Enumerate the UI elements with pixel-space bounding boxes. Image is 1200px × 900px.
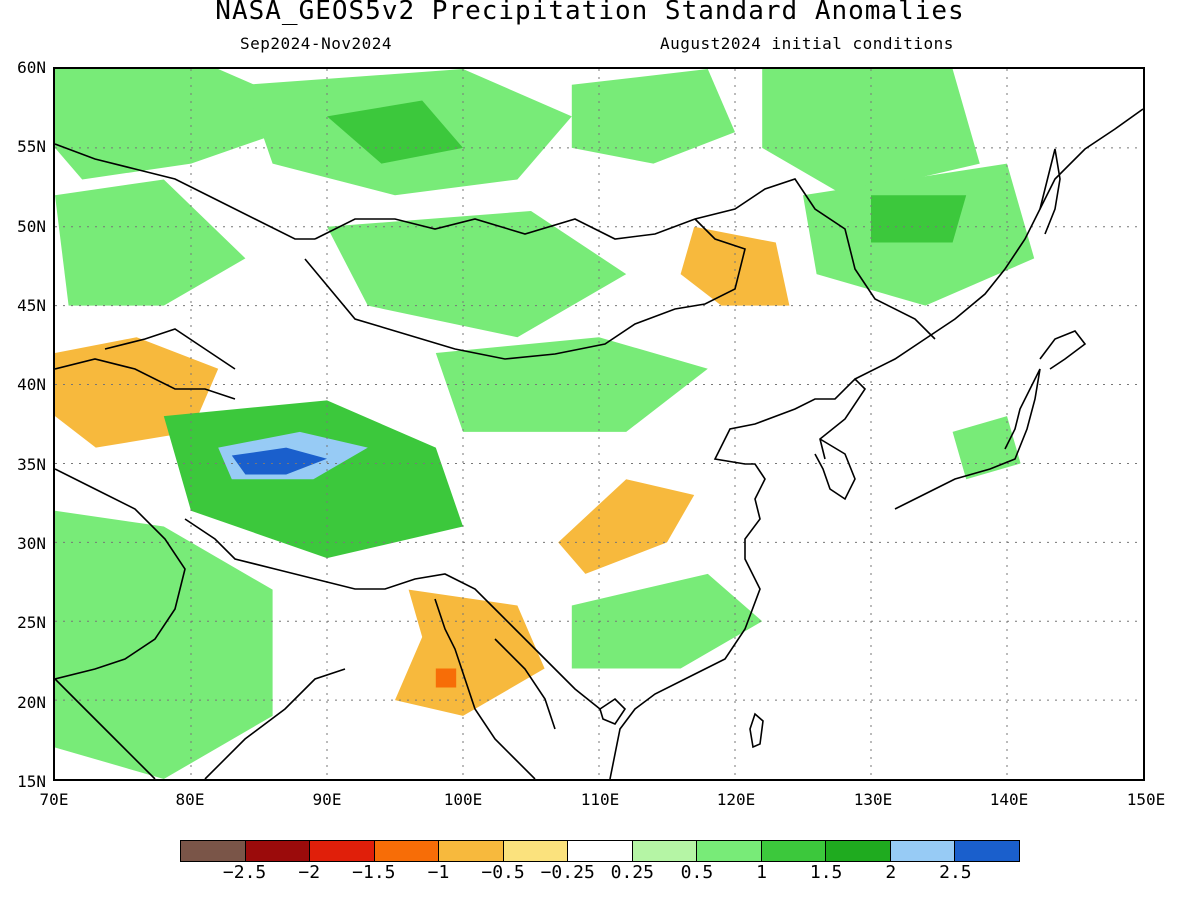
anomaly-region-tibet-wet <box>163 400 464 559</box>
lat-label-50n: 50N <box>17 217 46 236</box>
colorbar-swatch <box>374 841 440 861</box>
colorbar-swatch <box>826 841 891 861</box>
anomaly-region-south-china-wet <box>571 573 763 669</box>
lon-label-90e: 90E <box>312 790 342 809</box>
anomaly-region-yangtze-dry <box>558 479 695 574</box>
russia-pacific-coastline <box>854 108 1143 380</box>
initial-conditions: August2024 initial conditions <box>660 34 954 53</box>
anomaly-region-yakutia-wet <box>762 69 980 196</box>
graticule <box>55 69 1143 779</box>
colorbar-swatch <box>503 841 569 861</box>
colorbar-label: 0.5 <box>680 862 714 883</box>
lat-label-55n: 55N <box>17 137 46 156</box>
colorbar-label: 2 <box>885 862 897 883</box>
colorbar-label: 1.5 <box>809 862 843 883</box>
taiwan-coastline <box>749 712 764 749</box>
lon-label-110e: 110E <box>580 790 620 809</box>
anomaly-region-india-light-wet <box>55 510 273 779</box>
anomaly-map-canvas <box>55 69 1143 779</box>
lat-label-60n: 60N <box>17 58 46 77</box>
pakistan-border <box>55 468 186 680</box>
colorbar-label: −2.5 <box>222 862 267 883</box>
colorbar-swatch <box>181 841 246 861</box>
colorbar-swatch <box>890 841 956 861</box>
map-title: NASA_GEOS5v2 Precipitation Standard Anom… <box>215 0 965 26</box>
colorbar-swatch <box>632 841 698 861</box>
lat-label-45n: 45N <box>17 296 46 315</box>
forecast-period: Sep2024-Nov2024 <box>240 34 392 53</box>
colorbar-swatch <box>439 841 504 861</box>
anomaly-region-manchuria-dry <box>680 226 790 306</box>
colorbar-label: 2.5 <box>939 862 972 883</box>
central-asia-border <box>55 358 236 400</box>
anomaly-region-amur-core-wet <box>871 195 967 243</box>
anomaly-region-yunnan-dry <box>395 589 545 716</box>
anomaly-region-mongolia-wet <box>327 211 627 338</box>
anomaly-region-yunnan-core-dry <box>435 668 457 688</box>
colorbar-swatch <box>761 841 827 861</box>
mongolia-border <box>304 218 746 360</box>
kazakhstan-border <box>55 143 315 370</box>
colorbar <box>180 840 1020 862</box>
lon-label-100e: 100E <box>443 790 483 809</box>
lat-label-35n: 35N <box>17 455 46 474</box>
anomaly-fill-layer <box>55 69 1035 779</box>
lon-label-130e: 130E <box>853 790 893 809</box>
colorbar-label: −1.5 <box>352 862 396 883</box>
himalaya-border <box>184 518 601 710</box>
india-coastline <box>55 668 346 779</box>
lon-label-70e: 70E <box>39 790 69 809</box>
lat-label-25n: 25N <box>17 613 46 632</box>
anomaly-region-central-siberia-wet <box>327 100 463 164</box>
colorbar-swatch <box>245 841 311 861</box>
lat-label-15n: 15N <box>17 772 46 791</box>
colorbar-label: 1 <box>756 862 767 883</box>
lon-label-120e: 120E <box>716 790 756 809</box>
colorbar-swatch <box>310 841 375 861</box>
colorbar-swatch <box>568 841 633 861</box>
hainan-coastline <box>599 697 627 725</box>
hokkaido-coastline <box>1039 330 1087 370</box>
colorbar-label: −0.5 <box>481 862 525 883</box>
coastlines-and-borders <box>55 108 1143 779</box>
korea-coastline <box>814 438 856 501</box>
lat-label-20n: 20N <box>17 693 46 712</box>
colorbar-swatch <box>955 841 1019 861</box>
colorbar-swatch <box>697 841 762 861</box>
anomaly-region-kazakh-wet <box>55 179 246 306</box>
lon-label-80e: 80E <box>175 790 205 809</box>
sakhalin-coastline <box>1039 148 1061 235</box>
lon-label-150e: 150E <box>1126 790 1166 809</box>
anomaly-region-tibet-max <box>231 447 327 475</box>
colorbar-label: −2 <box>298 862 321 883</box>
colorbar-label: −0.25 <box>540 862 595 883</box>
colorbar-label: 0.25 <box>610 862 654 883</box>
anomaly-region-north-china-wet <box>435 337 708 432</box>
japan-honshu-coastline <box>894 368 1041 510</box>
anomaly-region-baikal-wet <box>571 69 735 164</box>
lon-label-140e: 140E <box>989 790 1029 809</box>
lat-label-30n: 30N <box>17 534 46 553</box>
anomaly-map <box>53 67 1145 781</box>
lat-label-40n: 40N <box>17 375 46 394</box>
colorbar-label: −1 <box>427 862 450 883</box>
southeast-asia-border <box>434 598 556 779</box>
china-coastline <box>609 377 867 779</box>
